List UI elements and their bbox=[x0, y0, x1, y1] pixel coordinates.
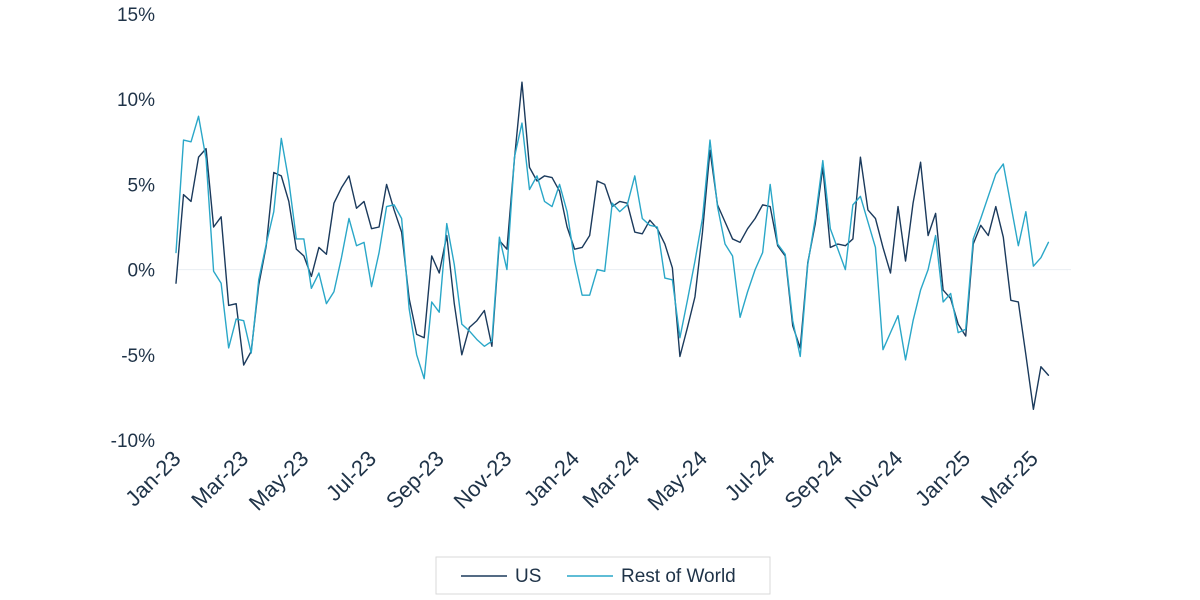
x-tick-label: Mar-24 bbox=[577, 446, 644, 513]
x-tick-label: Sep-23 bbox=[381, 446, 449, 514]
y-tick-label: 5% bbox=[128, 175, 156, 196]
x-tick-label: Mar-23 bbox=[186, 446, 253, 513]
x-tick-label: Jan-23 bbox=[120, 446, 185, 511]
x-tick-label: May-24 bbox=[642, 446, 712, 516]
x-tick-label: Nov-24 bbox=[840, 446, 908, 514]
y-axis: 15% 10% 5% 0% -5% -10% bbox=[111, 5, 155, 452]
x-tick-label: Jan-25 bbox=[910, 446, 975, 511]
x-tick-label: Jul-24 bbox=[720, 446, 780, 506]
y-tick-label: -5% bbox=[121, 346, 155, 367]
legend: US Rest of World bbox=[435, 556, 771, 595]
series-line-rest-of-world bbox=[175, 115, 1050, 380]
x-tick-label: May-23 bbox=[244, 446, 314, 516]
x-tick-label: Mar-25 bbox=[976, 446, 1043, 513]
x-tick-label: Nov-23 bbox=[449, 446, 517, 514]
y-tick-label: 10% bbox=[117, 90, 155, 111]
x-tick-label: Sep-24 bbox=[780, 446, 848, 514]
series-line-us bbox=[175, 81, 1050, 411]
x-tick-label: Jul-23 bbox=[321, 446, 381, 506]
legend-label-rest-of-world: Rest of World bbox=[621, 566, 736, 587]
y-tick-label: 15% bbox=[117, 5, 155, 26]
y-tick-label: 0% bbox=[128, 261, 156, 282]
x-tick-label: Jan-24 bbox=[519, 446, 584, 511]
legend-label-us: US bbox=[515, 566, 541, 587]
y-tick-label: -10% bbox=[111, 431, 155, 452]
series-group bbox=[175, 81, 1050, 411]
